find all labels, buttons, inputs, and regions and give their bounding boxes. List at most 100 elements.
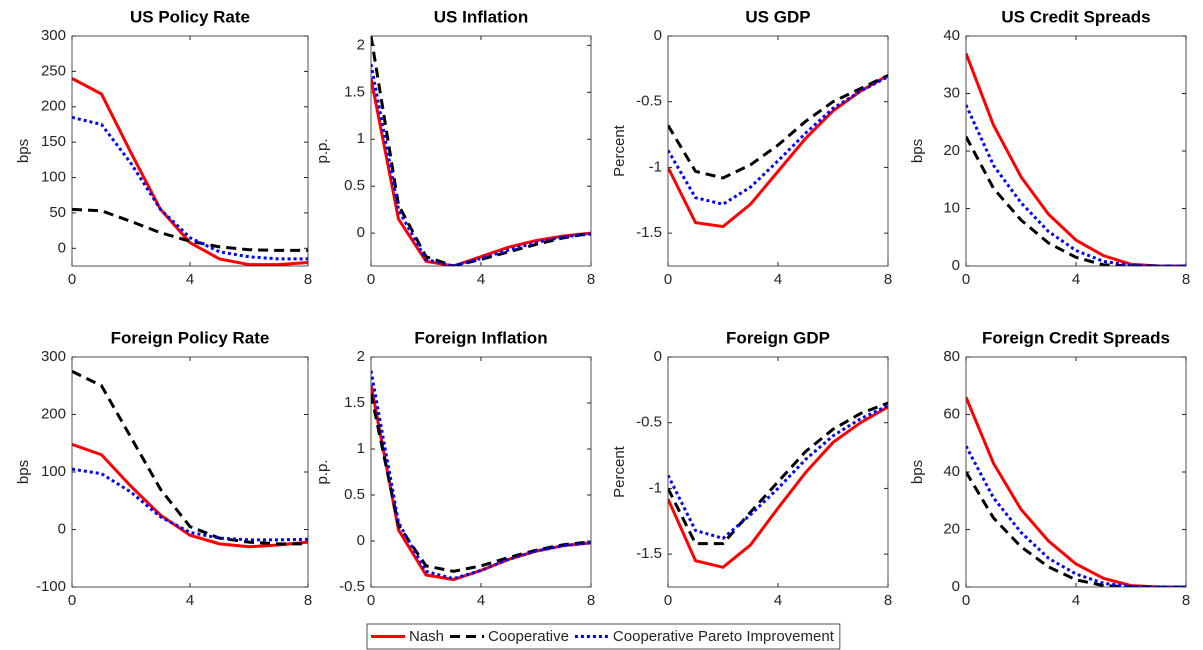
y-tick-label: 0 bbox=[952, 257, 960, 274]
y-tick-label: 0 bbox=[357, 224, 365, 241]
x-tick-label: 0 bbox=[664, 271, 672, 288]
chart-title: Foreign Inflation bbox=[414, 328, 547, 347]
series-line bbox=[966, 396, 1186, 587]
chart-title: Foreign Credit Spreads bbox=[982, 328, 1170, 347]
y-tick-label: 200 bbox=[41, 98, 66, 115]
y-axis-label: bps bbox=[909, 139, 926, 163]
y-axis-label: p.p. bbox=[314, 459, 331, 484]
series-line bbox=[966, 135, 1186, 266]
series-line bbox=[72, 370, 308, 546]
y-tick-label: 2 bbox=[357, 36, 365, 53]
series-line bbox=[371, 63, 591, 266]
x-tick-label: 4 bbox=[774, 271, 782, 288]
plot-frame bbox=[370, 35, 592, 267]
y-tick-label: 40 bbox=[943, 27, 960, 44]
x-tick-label: 4 bbox=[1072, 592, 1080, 609]
y-tick-label: 30 bbox=[943, 84, 960, 101]
chart-title: Foreign Policy Rate bbox=[111, 328, 270, 347]
x-tick-label: 0 bbox=[962, 592, 970, 609]
y-tick-label: 0 bbox=[357, 532, 365, 549]
x-tick-label: 0 bbox=[68, 592, 76, 609]
x-tick-label: 4 bbox=[774, 592, 782, 609]
y-tick-label: 0.5 bbox=[344, 486, 365, 503]
series-line bbox=[72, 115, 308, 261]
series-line bbox=[966, 52, 1186, 266]
y-tick-label: -0.5 bbox=[636, 414, 662, 431]
y-tick-label: 20 bbox=[943, 520, 960, 537]
legend-label: Cooperative bbox=[488, 628, 569, 645]
plot-frame bbox=[667, 356, 889, 588]
series-line bbox=[668, 401, 888, 546]
y-tick-label: 1 bbox=[357, 440, 365, 457]
chart-title: US Credit Spreads bbox=[1001, 7, 1150, 26]
x-tick-label: 8 bbox=[884, 271, 892, 288]
series-line bbox=[668, 405, 888, 569]
x-tick-label: 8 bbox=[304, 271, 312, 288]
series-line bbox=[72, 77, 308, 266]
series-line bbox=[966, 471, 1186, 587]
y-tick-label: 300 bbox=[41, 27, 66, 44]
series-line bbox=[371, 77, 591, 266]
plot-frame bbox=[71, 35, 309, 267]
x-tick-label: 0 bbox=[962, 271, 970, 288]
series-line bbox=[668, 74, 888, 180]
y-axis-label: p.p. bbox=[314, 138, 331, 163]
chart-title: US Policy Rate bbox=[130, 7, 250, 26]
y-axis-label: Percent bbox=[611, 445, 628, 498]
y-tick-label: 80 bbox=[943, 348, 960, 365]
x-tick-label: 8 bbox=[304, 592, 312, 609]
y-tick-label: 1.5 bbox=[344, 394, 365, 411]
y-tick-label: 0 bbox=[952, 578, 960, 595]
y-tick-label: 100 bbox=[41, 463, 66, 480]
series-line bbox=[668, 75, 888, 206]
series-line bbox=[72, 207, 308, 252]
y-tick-label: -0.5 bbox=[636, 93, 662, 110]
y-tick-label: 10 bbox=[943, 199, 960, 216]
series-line bbox=[966, 445, 1186, 587]
y-tick-label: 1.5 bbox=[344, 83, 365, 100]
series-line bbox=[371, 393, 591, 573]
x-tick-label: 4 bbox=[186, 592, 194, 609]
y-tick-label: 0 bbox=[654, 27, 662, 44]
y-tick-label: 1 bbox=[357, 130, 365, 147]
x-tick-label: 0 bbox=[68, 271, 76, 288]
y-tick-label: -1 bbox=[649, 158, 662, 175]
plot-frame bbox=[965, 356, 1187, 588]
x-tick-label: 0 bbox=[367, 271, 375, 288]
y-axis-label: Percent bbox=[611, 124, 628, 177]
x-tick-label: 8 bbox=[587, 271, 595, 288]
chart-title: US Inflation bbox=[434, 7, 528, 26]
series-line bbox=[72, 467, 308, 542]
plot-frame bbox=[667, 35, 889, 267]
series-line bbox=[371, 36, 591, 266]
x-tick-label: 0 bbox=[664, 592, 672, 609]
x-tick-label: 8 bbox=[1182, 592, 1190, 609]
y-tick-label: 40 bbox=[943, 463, 960, 480]
plot-frame bbox=[965, 35, 1187, 267]
x-tick-label: 4 bbox=[1072, 271, 1080, 288]
y-tick-label: 0 bbox=[58, 520, 66, 537]
legend-label: Cooperative Pareto Improvement bbox=[613, 628, 835, 645]
x-tick-label: 4 bbox=[186, 271, 194, 288]
y-tick-label: 20 bbox=[943, 142, 960, 159]
x-tick-label: 0 bbox=[367, 592, 375, 609]
plot-frame bbox=[71, 356, 309, 588]
y-tick-label: -1.5 bbox=[636, 224, 662, 241]
y-tick-label: -1 bbox=[649, 479, 662, 496]
legend-box bbox=[366, 623, 841, 650]
y-tick-label: 0 bbox=[58, 239, 66, 256]
y-tick-label: 2 bbox=[357, 348, 365, 365]
y-tick-label: -0.5 bbox=[339, 578, 365, 595]
series-line bbox=[72, 442, 308, 549]
y-tick-label: 100 bbox=[41, 169, 66, 186]
y-tick-label: 300 bbox=[41, 348, 66, 365]
series-line bbox=[371, 370, 591, 581]
y-axis-label: bps bbox=[15, 139, 32, 163]
y-tick-label: 50 bbox=[49, 204, 66, 221]
x-tick-label: 8 bbox=[1182, 271, 1190, 288]
series-line bbox=[668, 404, 888, 541]
legend: Nash Cooperative Cooperative Pareto Improv… bbox=[366, 623, 841, 650]
y-tick-label: 150 bbox=[41, 133, 66, 150]
x-tick-label: 4 bbox=[477, 592, 485, 609]
